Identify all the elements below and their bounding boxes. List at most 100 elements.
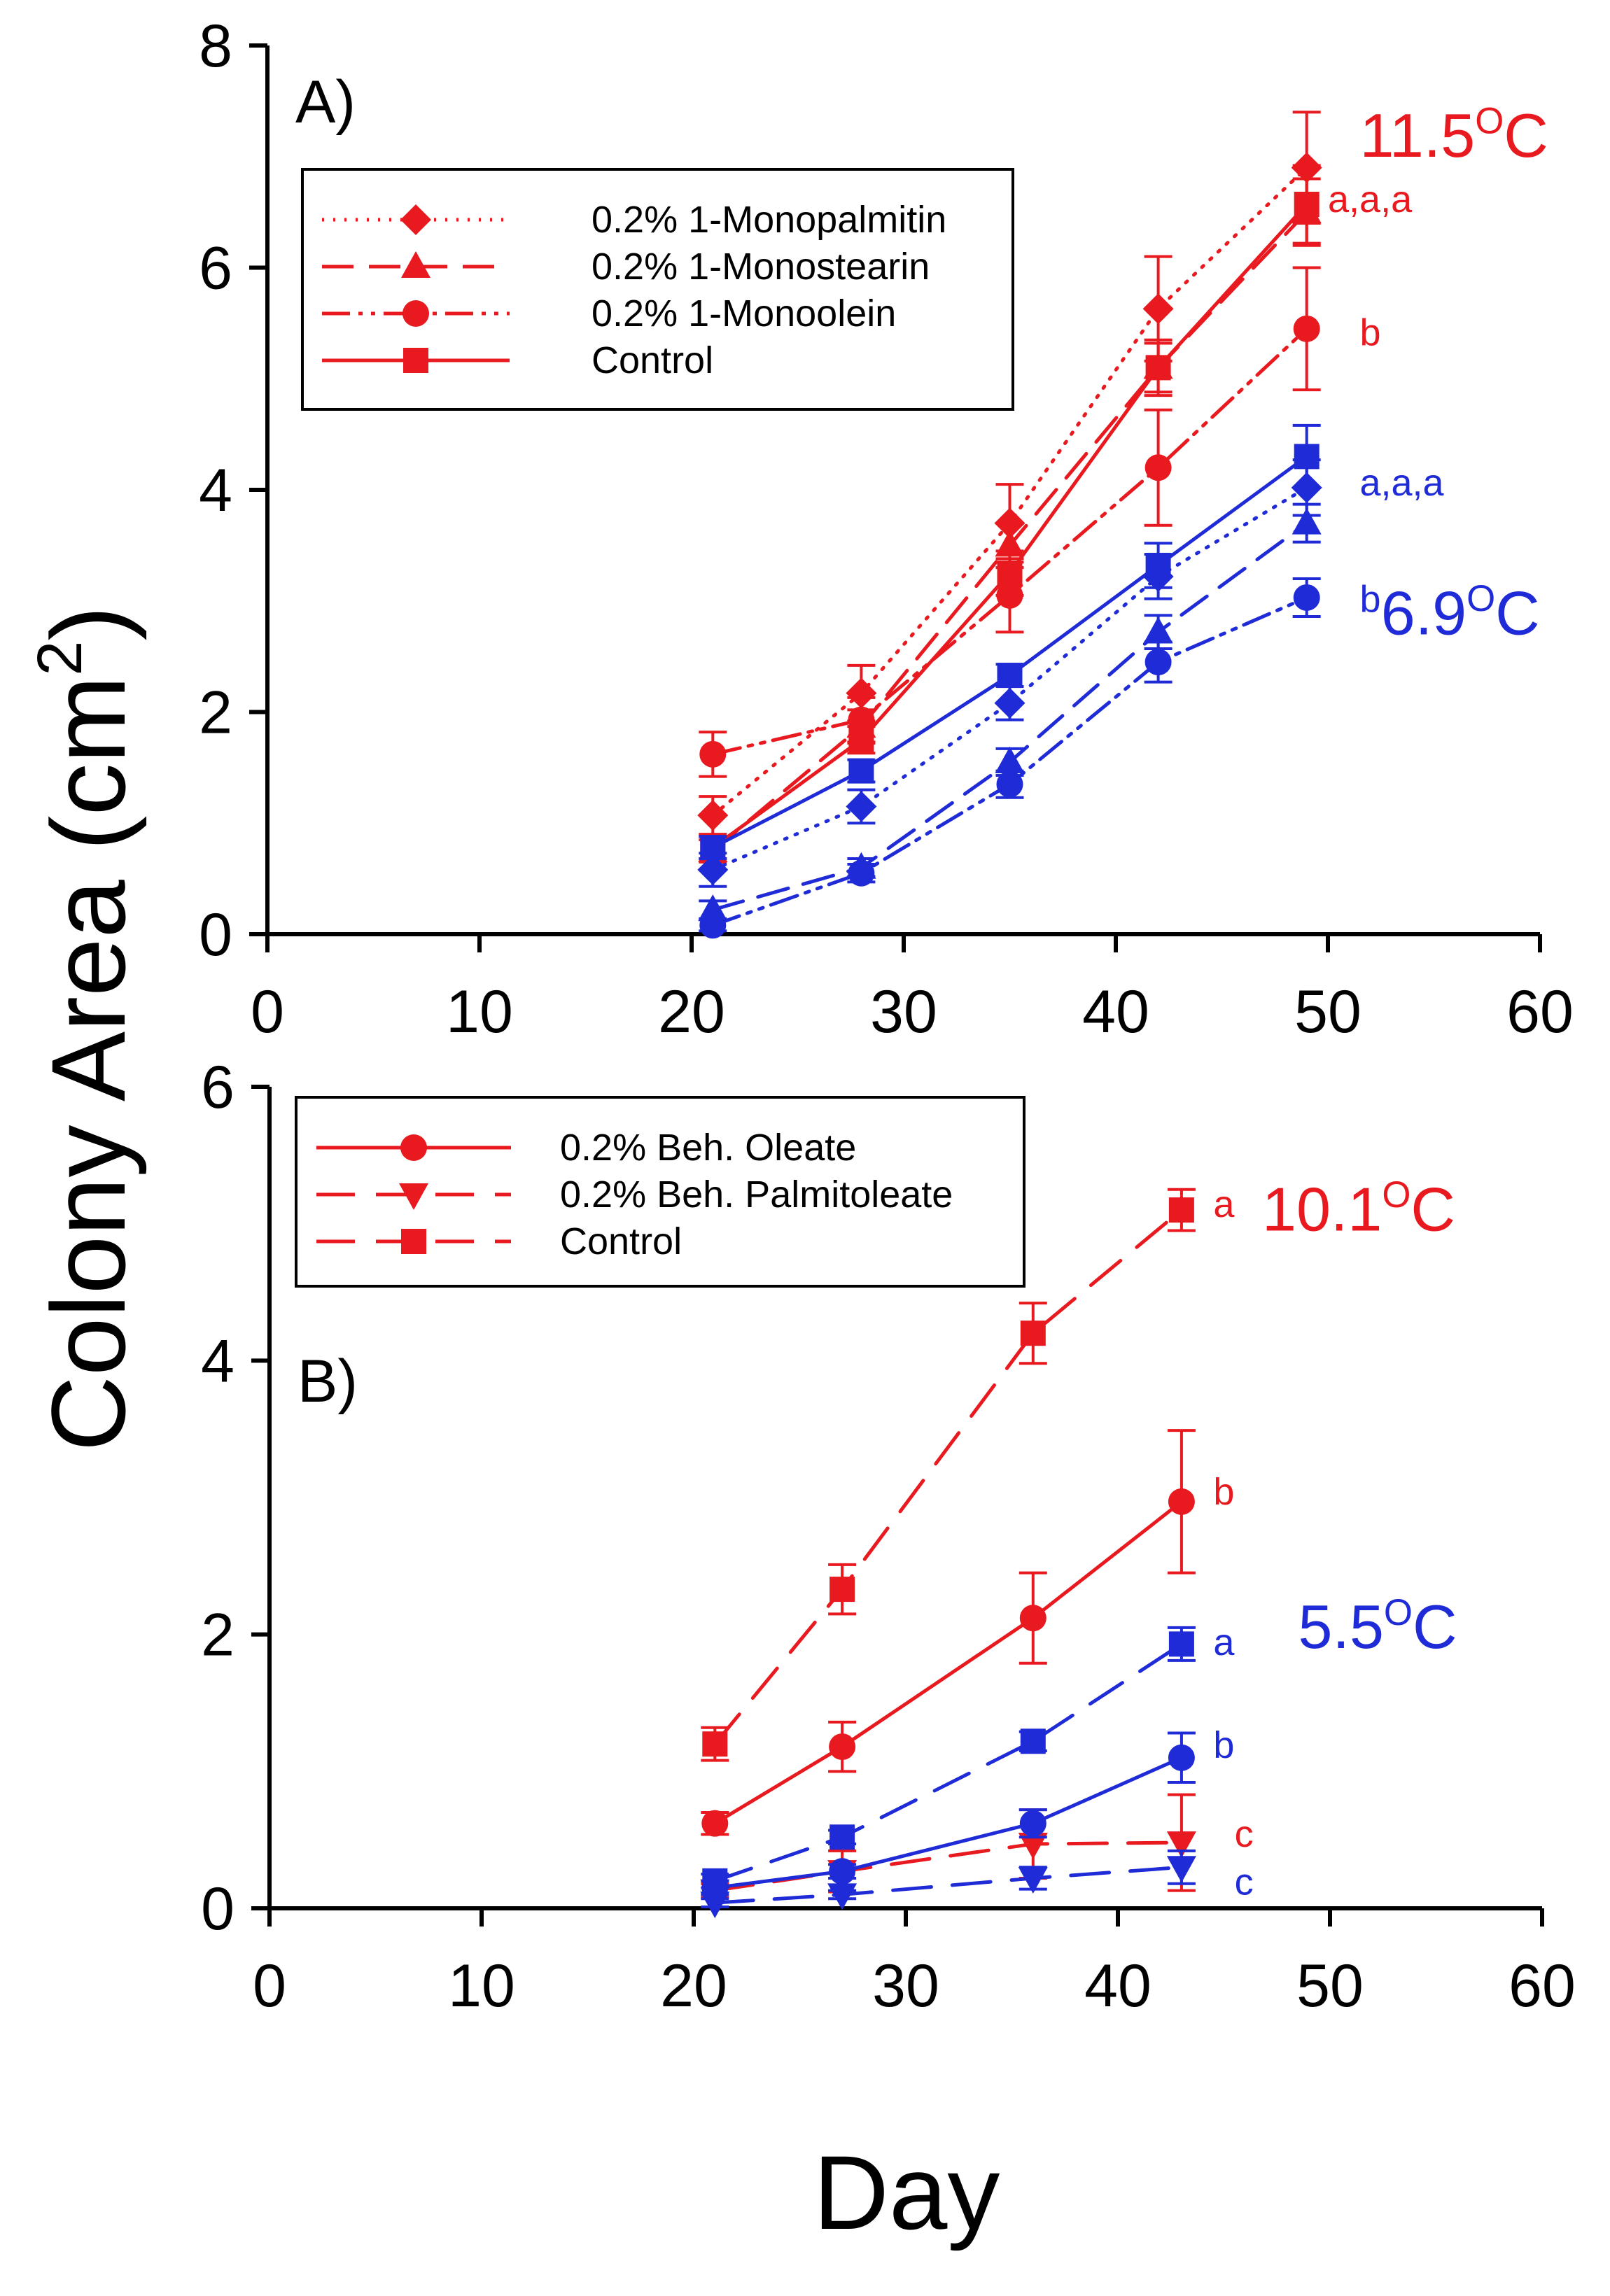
x-tick-label: 30 <box>870 978 937 1045</box>
legend-label: 0.2% Beh. Oleate <box>560 1127 856 1169</box>
x-tick-label: 20 <box>660 1952 727 2020</box>
data-point <box>1293 315 1320 342</box>
x-tick-label: 10 <box>446 978 513 1045</box>
series-line <box>710 486 1309 872</box>
data-point <box>1145 355 1171 381</box>
x-tick-label: 40 <box>1082 978 1149 1045</box>
data-point <box>829 1858 856 1885</box>
significance-label: c <box>1235 1813 1254 1855</box>
x-tick-label: 0 <box>253 1952 286 2020</box>
data-point <box>700 1892 730 1919</box>
y-tick-label: 2 <box>201 1602 234 1669</box>
y-tick-label: 6 <box>201 1054 234 1121</box>
legend-marker <box>401 1229 426 1254</box>
y-tick-label: 6 <box>199 235 232 302</box>
temperature-label: 6.9OC <box>1381 578 1540 647</box>
data-point <box>1020 1320 1046 1346</box>
panel-label: B) <box>298 1348 358 1415</box>
data-point <box>1142 293 1174 325</box>
x-tick-label: 40 <box>1084 1952 1152 2020</box>
data-point <box>702 1731 728 1757</box>
data-point <box>1292 507 1322 535</box>
legend-box <box>301 168 1014 411</box>
x-tick-label: 10 <box>448 1952 515 2020</box>
data-point <box>848 727 874 753</box>
data-point <box>699 912 727 939</box>
series-blue-5 <box>701 1626 1196 1894</box>
series-line <box>713 1840 1184 1893</box>
data-point <box>997 663 1023 689</box>
significance-label: a,a,a <box>1359 462 1444 504</box>
data-point <box>848 859 875 887</box>
data-point <box>1019 1605 1046 1632</box>
legend: 0.2% 1-Monopalmitin 0.2% 1-Monostearin 0.2… <box>301 168 1014 411</box>
data-point <box>995 746 1025 773</box>
legend-marker <box>403 348 428 373</box>
series-0-2-beh-palmitoleate <box>700 1793 1196 1906</box>
y-axis-label: Colony Area (cm2) <box>25 606 147 1452</box>
data-point <box>1144 649 1172 676</box>
data-point <box>1168 1744 1195 1771</box>
data-point <box>1018 1833 1048 1860</box>
x-tick-label: 60 <box>1506 978 1574 1045</box>
data-point <box>1019 1810 1046 1837</box>
significance-label: b <box>1359 312 1380 354</box>
y-tick-label: 2 <box>199 679 232 747</box>
x-axis-label: Day <box>813 2134 1000 2251</box>
series-blue-3 <box>701 1731 1196 1901</box>
data-point <box>700 835 726 861</box>
legend-marker <box>402 300 429 327</box>
x-tick-label: 30 <box>872 1952 939 2020</box>
legend-marker <box>400 204 431 235</box>
series-blue-4 <box>700 1849 1196 1919</box>
significance-label: b <box>1359 579 1380 621</box>
data-point <box>996 770 1023 798</box>
y-tick-label: 0 <box>199 901 232 969</box>
data-point <box>846 677 877 709</box>
y-tick-label: 0 <box>201 1875 234 1943</box>
significance-label: a <box>1213 1621 1235 1663</box>
temperature-label: 5.5OC <box>1298 1592 1457 1661</box>
legend-label: Control <box>560 1220 682 1262</box>
significance-label: c <box>1235 1861 1254 1903</box>
legend: 0.2% Beh. Oleate 0.2% Beh. PalmitoleateCo… <box>295 1096 1026 1288</box>
series-line <box>713 1208 1184 1746</box>
data-point <box>1166 1856 1196 1883</box>
series-line <box>713 1500 1184 1826</box>
data-point <box>1294 192 1320 218</box>
legend-label: 0.2% 1-Monoolein <box>592 293 896 334</box>
x-tick-label: 0 <box>251 978 284 1045</box>
series-blue-7 <box>699 423 1321 861</box>
data-point <box>846 791 877 822</box>
series-line <box>713 1865 1184 1905</box>
temperature-label: 11.5OC <box>1359 100 1548 169</box>
x-tick-label: 50 <box>1296 1952 1364 2020</box>
data-point <box>994 687 1026 719</box>
data-point <box>697 800 729 831</box>
data-point <box>1294 444 1320 470</box>
legend-label: Control <box>592 339 713 381</box>
significance-label: a,a,a <box>1328 178 1413 220</box>
significance-label: a <box>1213 1183 1235 1225</box>
data-point <box>1018 1866 1048 1894</box>
legend-label: 0.2% 1-Monostearin <box>592 246 930 288</box>
data-point <box>997 561 1023 586</box>
data-point <box>702 1868 728 1894</box>
legend-label: 0.2% 1-Monopalmitin <box>592 199 946 241</box>
series-line <box>713 1756 1184 1890</box>
y-tick-label: 8 <box>199 13 232 80</box>
y-tick-label: 4 <box>199 457 232 524</box>
x-tick-label: 50 <box>1294 978 1362 1045</box>
series-line <box>713 1642 1184 1883</box>
data-point <box>830 1824 855 1850</box>
significance-label: b <box>1213 1724 1234 1766</box>
series-control <box>701 1188 1196 1762</box>
x-tick-label: 20 <box>658 978 725 1045</box>
series-0-2-beh-oleate <box>701 1429 1196 1837</box>
data-point <box>1168 1488 1195 1515</box>
panel-label: A) <box>295 69 356 136</box>
x-tick-label: 60 <box>1508 1952 1576 2020</box>
